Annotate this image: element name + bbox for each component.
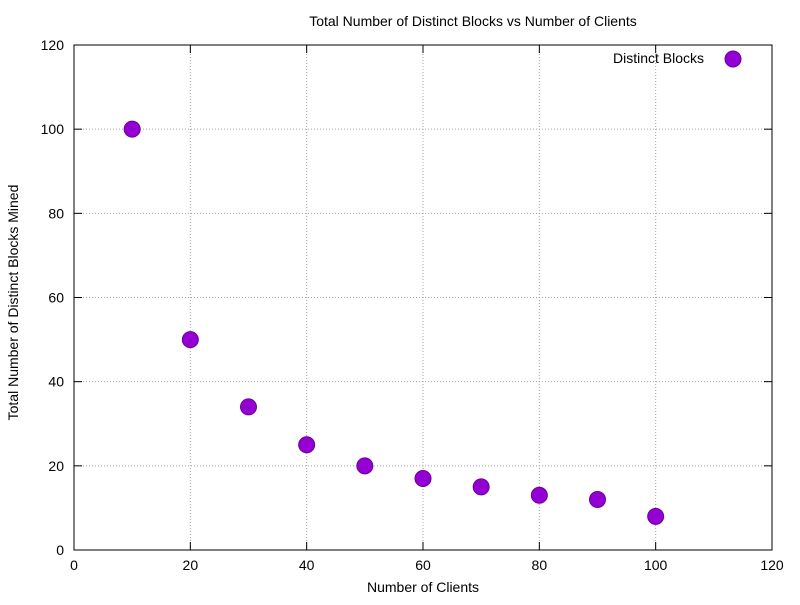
data-point — [414, 469, 432, 487]
grid-lines — [74, 45, 772, 550]
data-point — [356, 457, 374, 475]
data-point — [530, 486, 548, 504]
x-axis-ticks: 0 20 40 60 80 100 120 — [70, 45, 784, 573]
chart-title: Total Number of Distinct Blocks vs Numbe… — [309, 13, 637, 29]
y-tick-label: 40 — [48, 374, 64, 390]
data-point — [181, 331, 199, 349]
y-tick-label: 0 — [56, 542, 64, 558]
data-point — [123, 120, 141, 138]
legend: Distinct Blocks — [613, 50, 742, 68]
y-axis-ticks: 0 20 40 60 80 100 120 — [41, 37, 772, 558]
x-tick-label: 40 — [299, 557, 315, 573]
legend-marker — [724, 50, 742, 68]
data-point — [589, 491, 606, 508]
y-tick-label: 120 — [41, 37, 65, 53]
x-tick-label: 0 — [70, 557, 78, 573]
x-tick-label: 80 — [532, 557, 548, 573]
y-axis-title: Total Number of Distinct Blocks Mined — [5, 185, 21, 421]
data-point — [298, 436, 316, 454]
data-points — [123, 120, 665, 525]
data-point — [472, 478, 490, 496]
data-point — [647, 507, 665, 525]
x-axis-title: Number of Clients — [367, 579, 479, 595]
x-tick-label: 60 — [415, 557, 431, 573]
y-tick-label: 100 — [41, 121, 65, 137]
y-tick-label: 60 — [48, 290, 64, 306]
x-tick-label: 120 — [760, 557, 784, 573]
x-tick-label: 20 — [183, 557, 199, 573]
legend-label: Distinct Blocks — [613, 50, 704, 66]
y-tick-label: 20 — [48, 458, 64, 474]
data-point — [240, 398, 257, 416]
y-tick-label: 80 — [48, 205, 64, 221]
x-tick-label: 100 — [644, 557, 668, 573]
